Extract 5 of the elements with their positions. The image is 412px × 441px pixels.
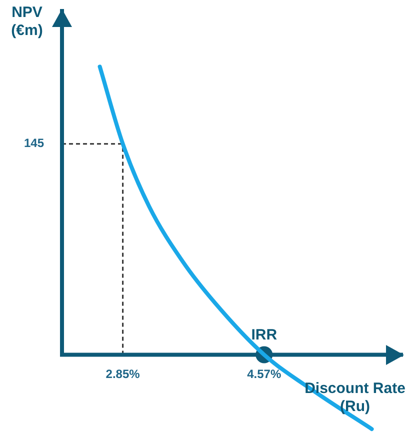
x-tick-label: 4.57%: [247, 367, 282, 382]
text: 145: [24, 136, 44, 150]
annotation: IRR: [251, 326, 278, 344]
y-axis-title: NPV (€m): [10, 4, 44, 40]
x-tick-label: 2.85%: [106, 367, 140, 382]
